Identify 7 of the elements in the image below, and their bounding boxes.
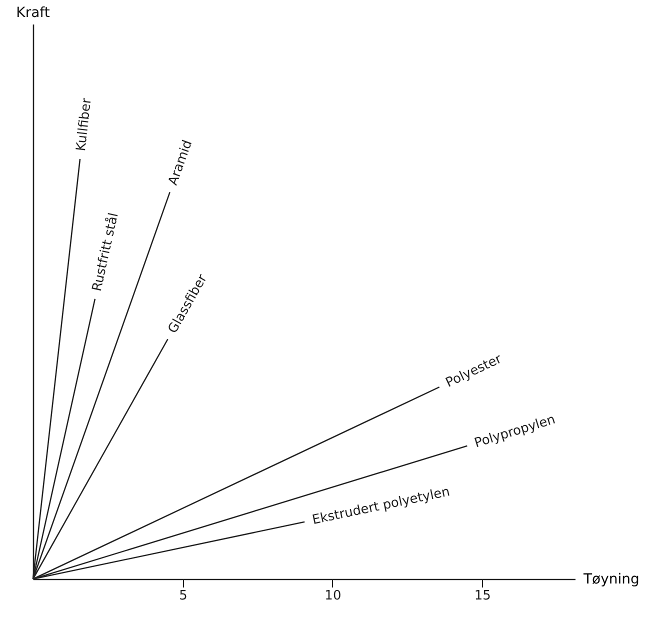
x-tick-label: 5 — [179, 588, 188, 604]
text: Rustfritt stål — [88, 211, 122, 293]
x-tick-label: 10 — [324, 588, 342, 604]
text: Kullfiber — [74, 96, 95, 152]
text: Kraft — [16, 5, 50, 21]
x-axis-title: Tøyning — [582, 572, 640, 588]
x-tick-label: 15 — [474, 588, 491, 604]
